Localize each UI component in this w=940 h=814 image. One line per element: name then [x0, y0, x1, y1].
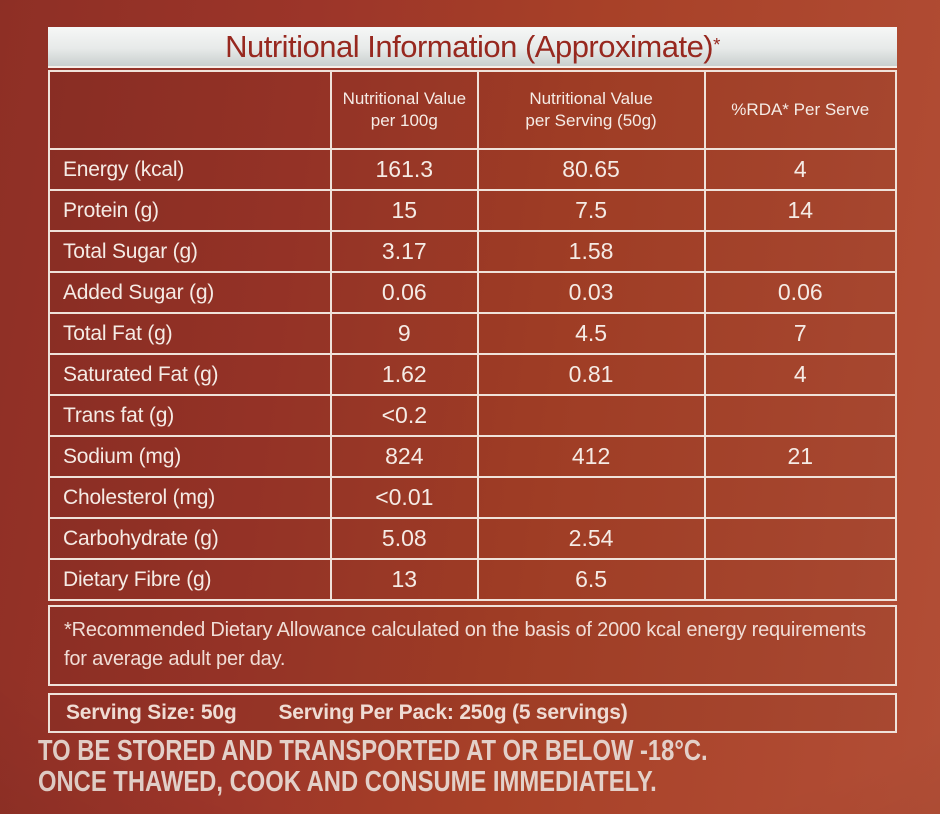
value-per-100g: 824 — [330, 435, 479, 478]
value-rda: 4 — [703, 148, 898, 191]
row-label: Total Fat (g) — [47, 312, 333, 355]
table-row: Cholesterol (mg) <0.01 — [47, 476, 898, 519]
value-per-serving — [476, 394, 706, 437]
value-per-100g: <0.01 — [330, 476, 479, 519]
table-row: Carbohydrate (g) 5.08 2.54 — [47, 517, 898, 560]
rda-footnote: *Recommended Dietary Allowance calculate… — [48, 605, 897, 686]
value-per-100g: 0.06 — [330, 271, 479, 314]
value-per-serving — [476, 476, 706, 519]
storage-notice: TO BE STORED AND TRANSPORTED AT OR BELOW… — [38, 736, 708, 797]
table-row: Protein (g) 15 7.5 14 — [47, 189, 898, 232]
nutrition-title: Nutritional Information (Approximate) — [225, 28, 714, 64]
value-rda — [703, 558, 898, 601]
value-per-100g: 9 — [330, 312, 479, 355]
value-per-serving: 412 — [476, 435, 706, 478]
value-per-serving: 0.03 — [476, 271, 706, 314]
header-empty-cell — [47, 70, 333, 150]
nutrition-title-bar: Nutritional Information (Approximate) * — [48, 27, 897, 68]
value-rda — [703, 476, 898, 519]
table-row: Energy (kcal) 161.3 80.65 4 — [47, 148, 898, 191]
row-label: Energy (kcal) — [47, 148, 333, 191]
table-row: Dietary Fibre (g) 13 6.5 — [47, 558, 898, 601]
table-row: Sodium (mg) 824 412 21 — [47, 435, 898, 478]
value-rda: 21 — [703, 435, 898, 478]
value-per-100g: 5.08 — [330, 517, 479, 560]
row-label: Total Sugar (g) — [47, 230, 333, 273]
value-per-100g: 13 — [330, 558, 479, 601]
header-per-100g: Nutritional Value per 100g — [330, 70, 479, 150]
value-rda — [703, 394, 898, 437]
nutrition-table: Nutritional Value per 100g Nutritional V… — [47, 70, 898, 601]
value-per-100g: 161.3 — [330, 148, 479, 191]
value-rda: 4 — [703, 353, 898, 396]
value-rda — [703, 230, 898, 273]
value-per-100g: 1.62 — [330, 353, 479, 396]
value-per-serving: 80.65 — [476, 148, 706, 191]
value-per-100g: 3.17 — [330, 230, 479, 273]
serving-per-pack: Serving Per Pack: 250g (5 servings) — [278, 701, 628, 724]
storage-notice-line2: ONCE THAWED, COOK AND CONSUME IMMEDIATEL… — [38, 765, 657, 798]
serving-size: Serving Size: 50g — [66, 701, 237, 724]
value-per-serving: 6.5 — [476, 558, 706, 601]
value-per-serving: 4.5 — [476, 312, 706, 355]
table-row: Total Sugar (g) 3.17 1.58 — [47, 230, 898, 273]
value-rda: 14 — [703, 189, 898, 232]
table-header-row: Nutritional Value per 100g Nutritional V… — [47, 70, 898, 150]
value-rda: 0.06 — [703, 271, 898, 314]
row-label: Trans fat (g) — [47, 394, 333, 437]
row-label: Dietary Fibre (g) — [47, 558, 333, 601]
value-per-100g: <0.2 — [330, 394, 479, 437]
value-rda: 7 — [703, 312, 898, 355]
value-per-100g: 15 — [330, 189, 479, 232]
row-label: Saturated Fat (g) — [47, 353, 333, 396]
value-per-serving: 0.81 — [476, 353, 706, 396]
table-row: Saturated Fat (g) 1.62 0.81 4 — [47, 353, 898, 396]
serving-info-bar: Serving Size: 50g Serving Per Pack: 250g… — [48, 693, 897, 733]
row-label: Carbohydrate (g) — [47, 517, 333, 560]
header-rda: %RDA* Per Serve — [703, 70, 898, 150]
header-per-serving: Nutritional Value per Serving (50g) — [476, 70, 706, 150]
table-row: Trans fat (g) <0.2 — [47, 394, 898, 437]
value-per-serving: 2.54 — [476, 517, 706, 560]
storage-notice-line1: TO BE STORED AND TRANSPORTED AT OR BELOW… — [38, 735, 708, 767]
row-label: Added Sugar (g) — [47, 271, 333, 314]
value-per-serving: 1.58 — [476, 230, 706, 273]
table-row: Total Fat (g) 9 4.5 7 — [47, 312, 898, 355]
value-per-serving: 7.5 — [476, 189, 706, 232]
row-label: Sodium (mg) — [47, 435, 333, 478]
row-label: Cholesterol (mg) — [47, 476, 333, 519]
row-label: Protein (g) — [47, 189, 333, 232]
nutrition-label: Nutritional Information (Approximate) * N… — [47, 27, 898, 733]
value-rda — [703, 517, 898, 560]
table-row: Added Sugar (g) 0.06 0.03 0.06 — [47, 271, 898, 314]
